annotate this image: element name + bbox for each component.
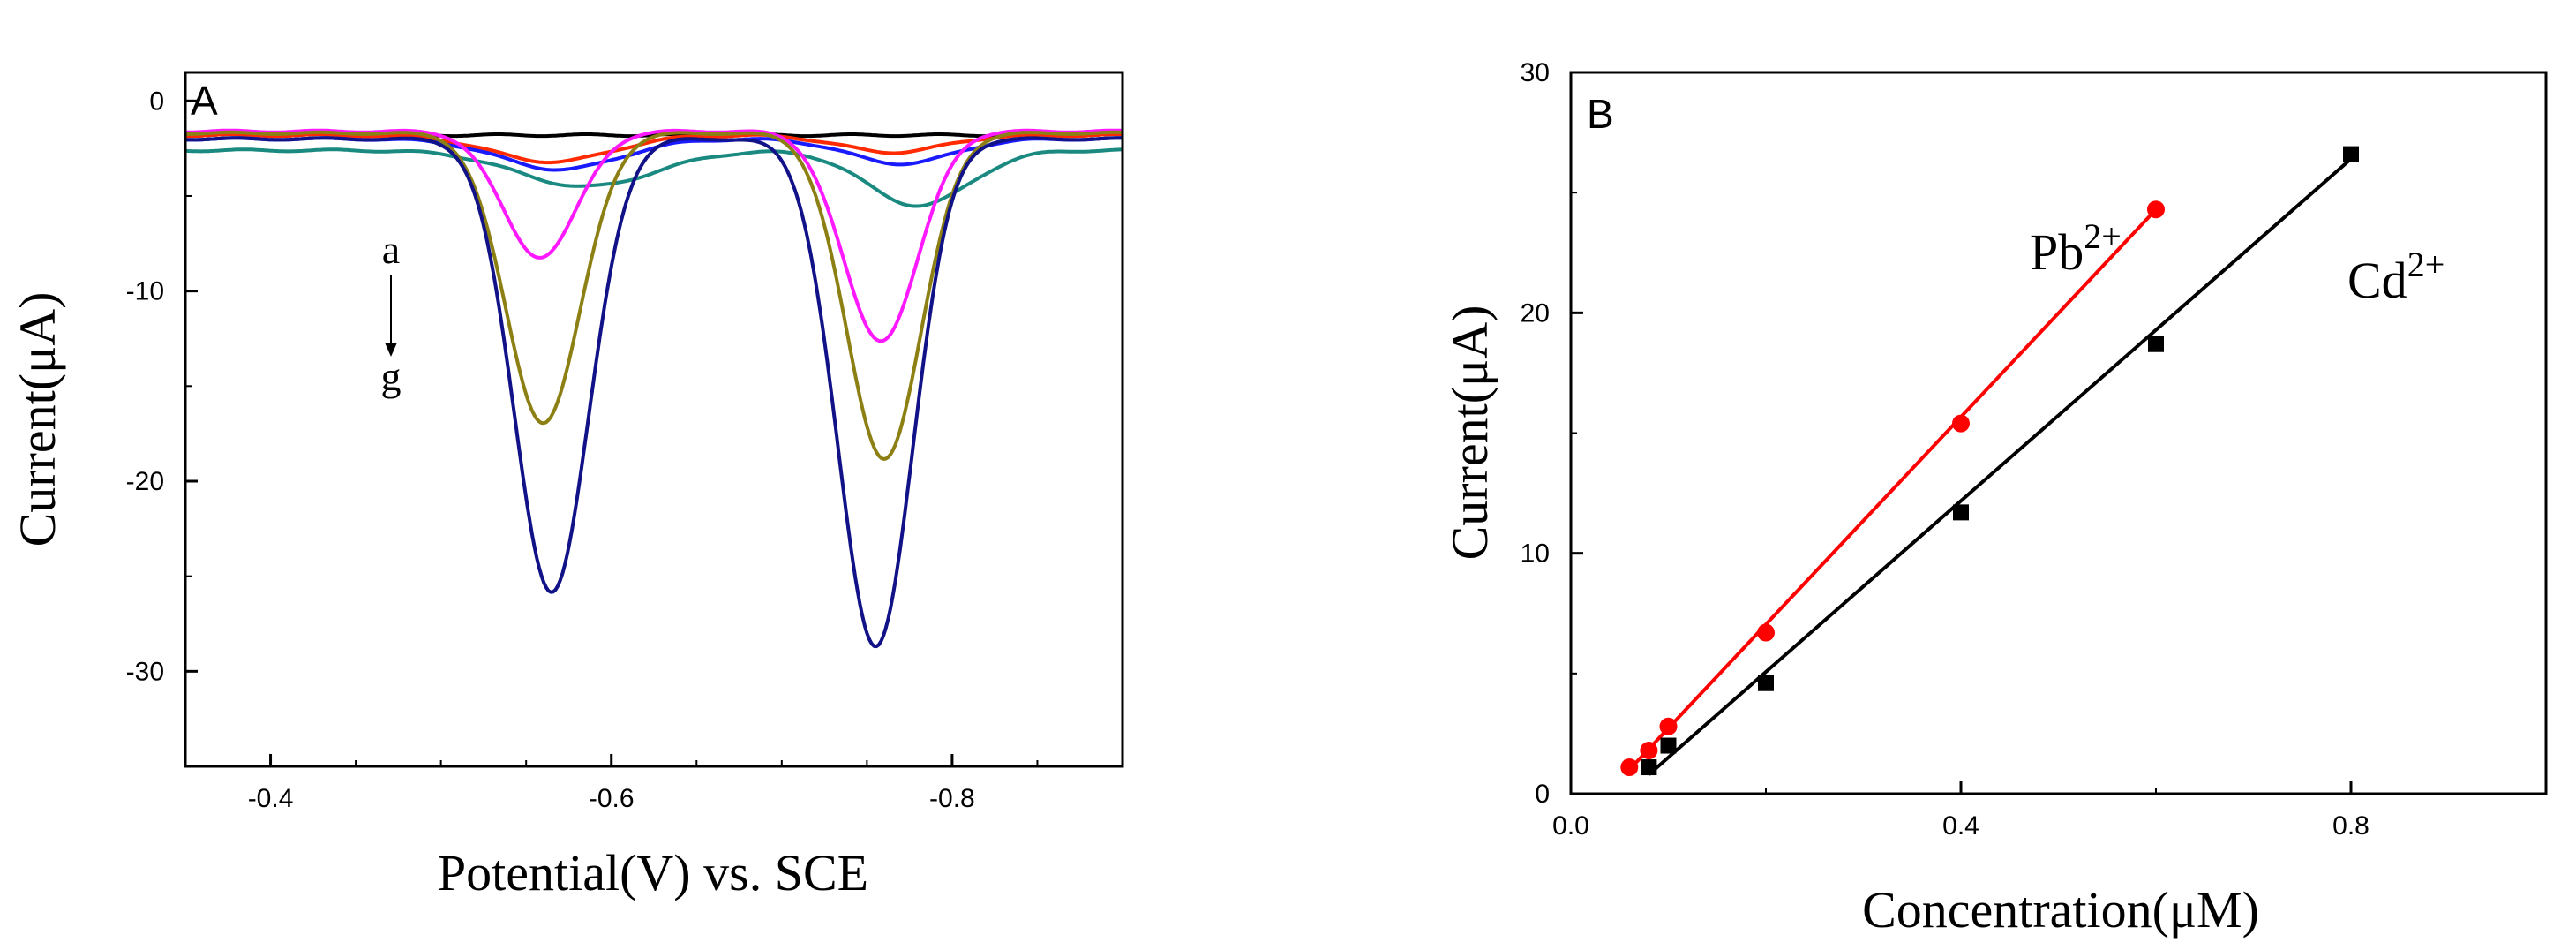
voltammogram-curve-g <box>184 136 1123 649</box>
panel-a-label: A <box>191 78 218 124</box>
fit-line-cd <box>1648 157 2353 776</box>
series-label-cd-name: Cd <box>2347 252 2407 309</box>
voltammogram-curve-d <box>184 147 1123 208</box>
panel-a-y-axis-title: Current(μA) <box>9 292 66 547</box>
panel-b-x-tick-label: 0.8 <box>2332 811 2369 841</box>
voltammogram-curve-f <box>185 130 1123 461</box>
panel-a-y-tick-label: -20 <box>126 467 164 496</box>
series-label-pb-name: Pb <box>2030 223 2084 281</box>
fit-line-pb <box>1627 207 2158 772</box>
panel-b-y-tick-label: 10 <box>1521 539 1550 569</box>
voltammogram-curve-b <box>185 132 1123 165</box>
panel-b-label: B <box>1587 91 1614 137</box>
panel-a-x-tick-label: -0.6 <box>589 784 635 813</box>
data-point-pb <box>1640 741 1658 759</box>
data-point-pb <box>2147 200 2165 219</box>
panel-a-plot-frame <box>184 71 1124 768</box>
data-point-pb <box>1620 758 1639 777</box>
data-point-cd <box>1953 504 1969 521</box>
panel-a-x-axis-title: Potential(V) vs. SCE <box>438 844 868 901</box>
panel-b-x-tick-label: 0.0 <box>1552 811 1589 841</box>
panel-a-x-tick-label: -0.4 <box>248 784 294 813</box>
panel-b-x-axis-title: Concentration(μM) <box>1862 881 2259 939</box>
data-point-pb <box>1952 414 1970 433</box>
data-point-cd <box>1660 737 1677 754</box>
panel-b-x-tick-label: 0.4 <box>1942 811 1979 841</box>
panel-b-series-group <box>1620 146 2359 777</box>
panel-a-x-ticks: -0.4 -0.6 -0.8 <box>184 754 1123 813</box>
panel-a-y-tick-label: 0 <box>149 87 164 116</box>
series-label-cd-charge: 2+ <box>2407 245 2445 284</box>
panel-b-y-ticks: 0 10 20 30 <box>1521 58 1583 809</box>
data-point-pb <box>1757 623 1775 642</box>
panel-b-y-tick-label: 0 <box>1535 780 1550 809</box>
data-point-cd <box>1641 759 1657 776</box>
panel-b-x-ticks: 0.0 0.4 0.8 <box>1552 781 2369 841</box>
panel-a-series-group <box>184 128 1123 649</box>
panel-b-plot-frame <box>1569 71 2548 795</box>
panel-a-chart: -0.4 -0.6 -0.8 0 -10 -20 -30 A a g Potential(… <box>9 71 1124 901</box>
panel-a-y-ticks: 0 -10 -20 -30 <box>126 87 198 767</box>
panel-b-y-tick-label: 30 <box>1521 58 1550 87</box>
series-label-pb: Pb2+ <box>2030 216 2122 281</box>
data-point-cd <box>1758 675 1774 691</box>
panel-a-x-tick-label: -0.8 <box>929 784 975 813</box>
annotation-arrow-head <box>385 343 397 357</box>
panel-a-y-tick-label: -30 <box>126 657 164 686</box>
data-point-cd <box>2343 146 2359 162</box>
panel-b-y-axis-title: Current(μA) <box>1441 305 1498 561</box>
data-point-pb <box>1659 717 1678 735</box>
voltammogram-curve-e <box>185 128 1123 343</box>
annotation-g: g <box>381 354 402 399</box>
panel-b-y-tick-label: 20 <box>1521 298 1550 328</box>
annotation-a: a <box>382 227 400 272</box>
data-point-cd <box>2148 336 2164 352</box>
series-label-cd: Cd2+ <box>2347 245 2445 309</box>
series-label-pb-charge: 2+ <box>2084 216 2122 256</box>
panel-a-y-tick-label: -10 <box>126 277 164 306</box>
